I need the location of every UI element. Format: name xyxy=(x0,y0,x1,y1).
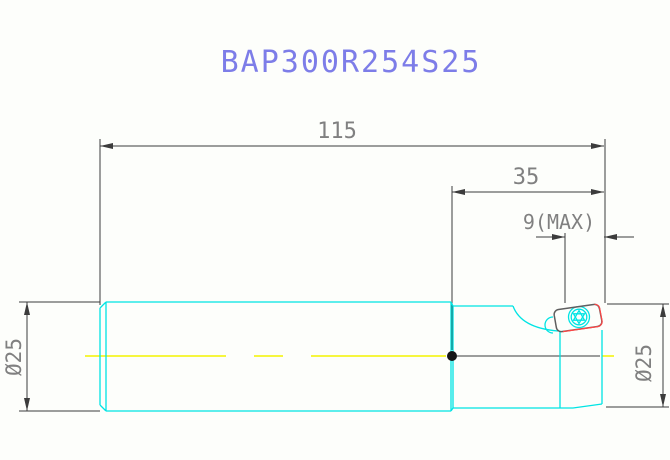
pocket-bore-arc xyxy=(544,316,554,334)
part-number-title: BAP300R254S25 xyxy=(221,45,482,80)
dimension-layer xyxy=(19,139,669,412)
insert-engagement-label: 9(MAX) xyxy=(523,210,595,234)
dimension-shank-diameter xyxy=(19,301,100,412)
dimension-insert-engagement xyxy=(536,233,634,303)
center-node-dot xyxy=(447,351,457,361)
arrowhead-up-icon xyxy=(24,302,30,315)
dimension-cutting-diameter xyxy=(606,303,669,408)
cutting-diameter-label: Ø25 xyxy=(632,344,656,382)
arrowhead-up-icon xyxy=(660,304,666,317)
arrowhead-right-icon xyxy=(591,143,604,149)
insert-screw-icon xyxy=(567,305,591,329)
chip-gash-arc xyxy=(512,305,559,332)
head-length-label: 35 xyxy=(513,165,540,190)
arrowhead-left-icon xyxy=(452,189,465,195)
cutting-edge-highlight xyxy=(562,303,603,333)
milling-insert xyxy=(553,303,603,333)
arrowhead-right-icon xyxy=(591,189,604,195)
overall-length-label: 115 xyxy=(317,119,357,144)
arrowhead-down-icon xyxy=(24,398,30,411)
arrowhead-right-icon xyxy=(552,234,565,240)
arrowhead-left-icon xyxy=(604,234,617,240)
arrowhead-down-icon xyxy=(660,394,666,407)
dimension-overall-length xyxy=(99,139,606,305)
arrowhead-left-icon xyxy=(100,143,113,149)
dimension-head-length xyxy=(451,186,604,350)
shank-diameter-label: Ø25 xyxy=(2,338,26,376)
